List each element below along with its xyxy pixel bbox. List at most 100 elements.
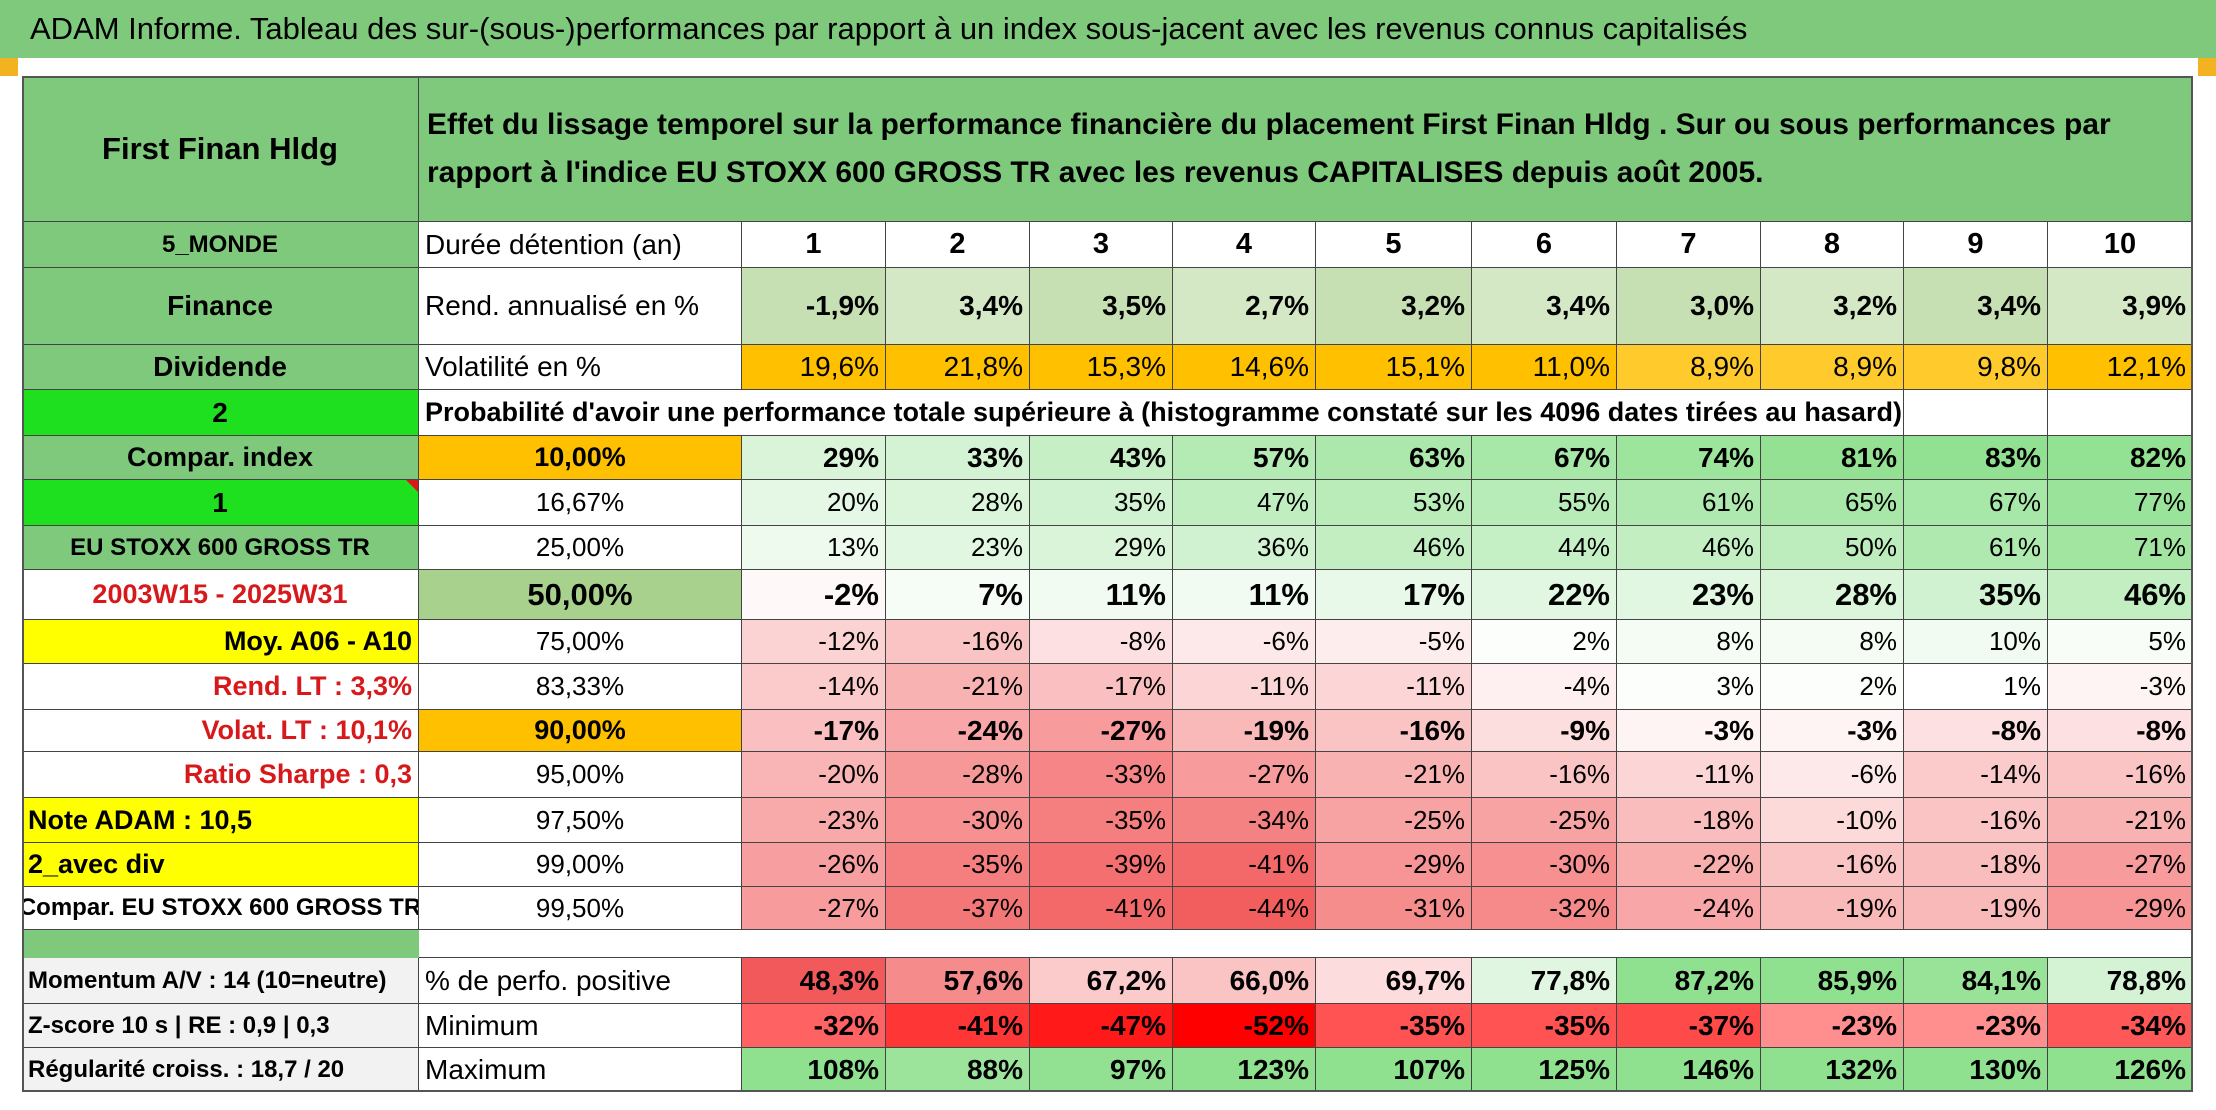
outperformance-cell: -8% [2048, 710, 2193, 752]
outperformance-cell: -12% [742, 620, 886, 664]
percentile-1: 10,00% [419, 436, 742, 480]
outperformance-cell: -29% [2048, 887, 2193, 930]
outperformance-cell: -3% [1617, 710, 1761, 752]
outperformance-cell: 71% [2048, 526, 2193, 570]
outperformance-cell: -27% [742, 887, 886, 930]
volatility-7: 8,9% [1617, 345, 1761, 390]
outperformance-cell: -35% [886, 843, 1030, 887]
summary-positive-cell: 69,7% [1316, 958, 1472, 1004]
outperformance-cell: 1% [1904, 664, 2048, 710]
summary-indicator-1: Momentum A/V : 14 (10=neutre) [22, 958, 419, 1004]
outperformance-cell: -41% [1030, 887, 1173, 930]
fund-name: First Finan Hldg [22, 76, 419, 222]
annual-return-8: 3,2% [1761, 268, 1904, 345]
annual-return-2: 3,4% [886, 268, 1030, 345]
outperformance-cell: 7% [886, 570, 1030, 620]
outperformance-cell: -10% [1761, 798, 1904, 843]
volatility-4: 14,6% [1173, 345, 1316, 390]
outperformance-cell: -27% [1173, 752, 1316, 798]
category-monde: 5_MONDE [22, 222, 419, 268]
outperformance-cell: 77% [2048, 480, 2193, 526]
percentile-8: 95,00% [419, 752, 742, 798]
annual-return-3: 3,5% [1030, 268, 1173, 345]
summary-maximum-cell: 125% [1472, 1048, 1617, 1092]
summary-positive-cell: 77,8% [1472, 958, 1617, 1004]
comparison-label: Compar. EU STOXX 600 GROSS TR [22, 887, 419, 930]
summary-positive-cell: 84,1% [1904, 958, 2048, 1004]
outperformance-cell: 46% [1617, 526, 1761, 570]
rend-label: Rend. annualisé en % [419, 268, 742, 345]
outperformance-cell: -16% [2048, 752, 2193, 798]
duration-year-2: 2 [886, 222, 1030, 268]
volatility-5: 15,1% [1316, 345, 1472, 390]
outperformance-cell: -20% [742, 752, 886, 798]
percentile-2: 16,67% [419, 480, 742, 526]
outperformance-cell: -23% [742, 798, 886, 843]
outperformance-cell: -18% [1904, 843, 2048, 887]
outperformance-cell: 35% [1904, 570, 2048, 620]
annual-return-9: 3,4% [1904, 268, 2048, 345]
outperformance-cell: 82% [2048, 436, 2193, 480]
outperformance-cell: -32% [1472, 887, 1617, 930]
adam-score: Note ADAM : 10,5 [22, 798, 419, 843]
outperformance-cell: -16% [1761, 843, 1904, 887]
outperformance-cell: 23% [1617, 570, 1761, 620]
outperformance-cell: -17% [1030, 664, 1173, 710]
percentile-5: 75,00% [419, 620, 742, 664]
outperformance-cell: -41% [1173, 843, 1316, 887]
summary-minimum-cell: -23% [1904, 1004, 2048, 1048]
outperformance-cell: 22% [1472, 570, 1617, 620]
duration-year-8: 8 [1761, 222, 1904, 268]
outperformance-cell: 43% [1030, 436, 1173, 480]
outperformance-cell: 53% [1316, 480, 1472, 526]
outperformance-cell: -21% [886, 664, 1030, 710]
summary-positive-cell: 66,0% [1173, 958, 1316, 1004]
table-description: Effet du lissage temporel sur la perform… [419, 76, 2193, 222]
summary-minimum-cell: -32% [742, 1004, 886, 1048]
summary-minimum-cell: -35% [1316, 1004, 1472, 1048]
summary-minimum-cell: -34% [2048, 1004, 2193, 1048]
blank-cell [1904, 390, 2048, 436]
outperformance-cell: -25% [1472, 798, 1617, 843]
summary-minimum-cell: -35% [1472, 1004, 1617, 1048]
annual-return-7: 3,0% [1617, 268, 1761, 345]
outperformance-cell: 44% [1472, 526, 1617, 570]
volatility-9: 9,8% [1904, 345, 2048, 390]
summary-minimum-cell: -47% [1030, 1004, 1173, 1048]
outperformance-cell: -24% [1617, 887, 1761, 930]
outperformance-cell: 29% [742, 436, 886, 480]
volatility-8: 8,9% [1761, 345, 1904, 390]
summary-positive-cell: 67,2% [1030, 958, 1173, 1004]
outperformance-cell: -35% [1030, 798, 1173, 843]
summary-positive-cell: 87,2% [1617, 958, 1761, 1004]
sector-finance: Finance [22, 268, 419, 345]
corner-marker-right [2198, 58, 2216, 76]
summary-positive-cell: 48,3% [742, 958, 886, 1004]
index-name: EU STOXX 600 GROSS TR [22, 526, 419, 570]
outperformance-cell: -3% [2048, 664, 2193, 710]
outperformance-cell: -25% [1316, 798, 1472, 843]
outperformance-cell: 29% [1030, 526, 1173, 570]
outperformance-cell: -19% [1904, 887, 2048, 930]
outperformance-cell: -37% [886, 887, 1030, 930]
volatility-3: 15,3% [1030, 345, 1173, 390]
period-range: 2003W15 - 2025W31 [22, 570, 419, 620]
outperformance-cell: -16% [1316, 710, 1472, 752]
summary-maximum-cell: 88% [886, 1048, 1030, 1092]
long-term-return: Rend. LT : 3,3% [22, 664, 419, 710]
outperformance-cell: -2% [742, 570, 886, 620]
selector-1: 1 [22, 480, 419, 526]
outperformance-cell: 8% [1761, 620, 1904, 664]
outperformance-cell: -16% [1904, 798, 2048, 843]
outperformance-cell: 65% [1761, 480, 1904, 526]
duration-year-4: 4 [1173, 222, 1316, 268]
outperformance-cell: -22% [1617, 843, 1761, 887]
outperformance-cell: -27% [1030, 710, 1173, 752]
durations-label: Durée détention (an) [419, 222, 742, 268]
summary-minimum-cell: -37% [1617, 1004, 1761, 1048]
outperformance-cell: 47% [1173, 480, 1316, 526]
summary-row-label-3: Maximum [419, 1048, 742, 1092]
outperformance-cell: -26% [742, 843, 886, 887]
outperformance-cell: -9% [1472, 710, 1617, 752]
duration-year-6: 6 [1472, 222, 1617, 268]
